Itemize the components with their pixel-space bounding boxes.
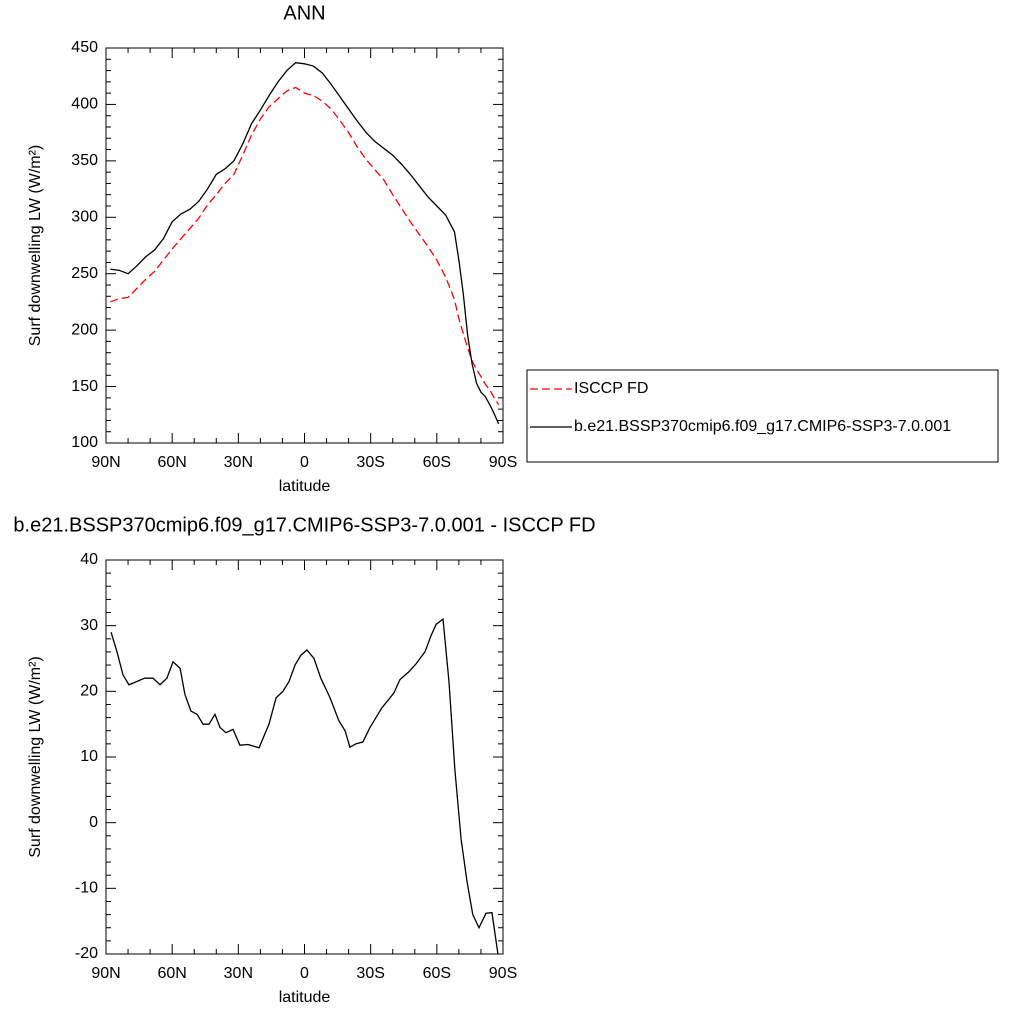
y-tick-label: -20 [75, 945, 98, 962]
plot-frame [105, 47, 504, 444]
y-tick-label: 250 [71, 265, 98, 282]
y-tick-label: 200 [71, 321, 98, 338]
x-tick-label: 90N [91, 454, 120, 471]
data-line [110, 86, 500, 405]
data-line [110, 61, 500, 425]
y-axis-label: Surf downwelling LW (W/m²) [27, 656, 44, 858]
y-tick-label: -10 [75, 880, 98, 897]
x-tick-label: 90N [91, 965, 120, 982]
x-tick-label: 0 [300, 454, 309, 471]
y-tick-label: 40 [80, 551, 98, 568]
x-tick-label: 60N [157, 965, 186, 982]
x-tick-label: 0 [300, 965, 309, 982]
chart-title: b.e21.BSSP370cmip6.f09_g17.CMIP6-SSP3-7.… [13, 514, 595, 536]
x-axis-label: latitude [279, 989, 331, 1006]
x-tick-label: 60S [423, 965, 451, 982]
legend-box [526, 369, 999, 463]
legend-label: ISCCP FD [574, 380, 648, 397]
y-tick-label: 350 [71, 152, 98, 169]
x-tick-label: 90S [489, 965, 517, 982]
x-tick-label: 30S [356, 965, 384, 982]
x-tick-label: 30S [356, 454, 384, 471]
x-axis-label: latitude [279, 478, 331, 495]
y-tick-label: 0 [89, 814, 98, 831]
y-tick-label: 100 [71, 434, 98, 451]
y-tick-label: 300 [71, 209, 98, 226]
x-tick-label: 60S [423, 454, 451, 471]
legend-label: b.e21.BSSP370cmip6.f09_g17.CMIP6-SSP3-7.… [574, 418, 951, 435]
y-tick-label: 10 [80, 748, 98, 765]
x-tick-label: 90S [489, 454, 517, 471]
y-tick-label: 30 [80, 617, 98, 634]
x-tick-label: 30N [224, 454, 253, 471]
y-tick-label: 450 [71, 39, 98, 56]
chart-title: ANN [283, 2, 325, 24]
x-tick-label: 60N [157, 454, 186, 471]
y-tick-label: 20 [80, 683, 98, 700]
data-line [110, 617, 499, 955]
y-tick-label: 150 [71, 378, 98, 395]
y-axis-label: Surf downwelling LW (W/m²) [27, 145, 44, 347]
y-tick-label: 400 [71, 96, 98, 113]
x-tick-label: 30N [224, 965, 253, 982]
